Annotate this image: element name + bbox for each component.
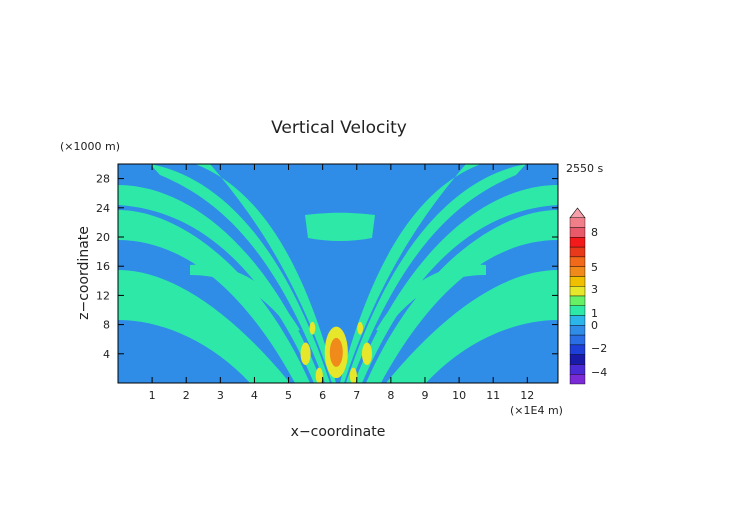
chart-title: Vertical Velocity	[271, 118, 407, 138]
x-tick-label: 11	[486, 389, 500, 402]
colorbar-segment	[569, 227, 586, 238]
x-tick-label: 10	[452, 389, 466, 402]
colorbar-segment	[569, 344, 586, 355]
y-tick-label: 12	[96, 289, 110, 302]
x-tick-label: 5	[285, 389, 292, 402]
field-band	[305, 212, 375, 241]
colorbar-segment	[569, 237, 586, 248]
x-tick-label: 4	[251, 389, 258, 402]
colorbar-tick-label: −2	[591, 342, 607, 355]
colorbar-segment	[569, 334, 586, 346]
x-tick-label: 3	[217, 389, 224, 402]
x-axis-label: x−coordinate	[291, 424, 386, 440]
colorbar-segment	[569, 364, 586, 375]
colorbar-tick-label: 5	[591, 261, 598, 274]
y-tick-label: 24	[96, 202, 110, 215]
y-unit-label: (×1000 m)	[60, 140, 120, 153]
colorbar-segment	[569, 325, 586, 336]
colorbar-segment	[569, 266, 586, 277]
strong-updraft-cells	[300, 321, 373, 383]
colorbar-segment	[569, 315, 586, 326]
y-axis-ticks: 4 8 12 16 20 24 28	[96, 173, 558, 361]
time-label: 2550 s	[566, 162, 603, 175]
field-band	[118, 270, 290, 383]
colorbar-segment	[569, 246, 586, 258]
colorbar-tick-label: −4	[591, 366, 607, 379]
colorbar-segment	[569, 286, 586, 297]
x-tick-label: 9	[421, 389, 428, 402]
colorbar-segment	[569, 217, 586, 228]
colorbar-segment	[569, 354, 586, 365]
field-band	[376, 264, 486, 332]
colorbar-segment	[569, 276, 586, 287]
y-tick-label: 4	[103, 348, 110, 361]
x-tick-label: 12	[520, 389, 534, 402]
velocity-field	[118, 164, 558, 383]
x-unit-label: (×1E4 m)	[510, 404, 563, 417]
colorbar-tick-label: 8	[591, 226, 598, 239]
updraft-cell	[349, 367, 357, 383]
field-band	[386, 270, 558, 383]
updraft-cell	[361, 342, 373, 366]
x-tick-label: 8	[387, 389, 394, 402]
colorbar-tick-label: 3	[591, 283, 598, 296]
x-tick-label: 2	[183, 389, 190, 402]
x-tick-label: 7	[353, 389, 360, 402]
x-axis-ticks: 1 2 3 4 5 6 7 8 9 10 11 12	[149, 164, 534, 402]
updraft-cell	[309, 321, 316, 335]
colorbar-segment	[569, 374, 586, 385]
colorbar-segment	[569, 256, 586, 267]
colorbar-segment	[569, 305, 586, 316]
colorbar-segment	[569, 295, 586, 306]
x-tick-label: 1	[149, 389, 156, 402]
plot-frame	[117, 163, 559, 384]
field-band	[190, 264, 300, 332]
colorbar-tick-label: 1	[591, 307, 598, 320]
positive-velocity-bands	[118, 164, 558, 383]
updraft-cell	[315, 367, 323, 383]
colorbar-arrow	[569, 207, 586, 219]
updraft-cell	[357, 321, 364, 335]
field-band	[354, 185, 558, 383]
y-axis-label: z−coordinate	[76, 226, 92, 320]
y-tick-label: 20	[96, 231, 110, 244]
updraft-cell	[329, 337, 343, 367]
x-tick-label: 6	[319, 389, 326, 402]
y-tick-label: 8	[103, 319, 110, 332]
y-tick-label: 16	[96, 260, 110, 273]
field-band	[118, 210, 310, 383]
updraft-cell	[300, 342, 311, 366]
field-band	[118, 185, 322, 383]
colorbar-tick-label: 0	[591, 319, 598, 332]
colorbar: 8 5 3 10 −2 −4	[569, 207, 607, 385]
y-tick-label: 28	[96, 173, 110, 186]
field-band	[366, 210, 558, 383]
